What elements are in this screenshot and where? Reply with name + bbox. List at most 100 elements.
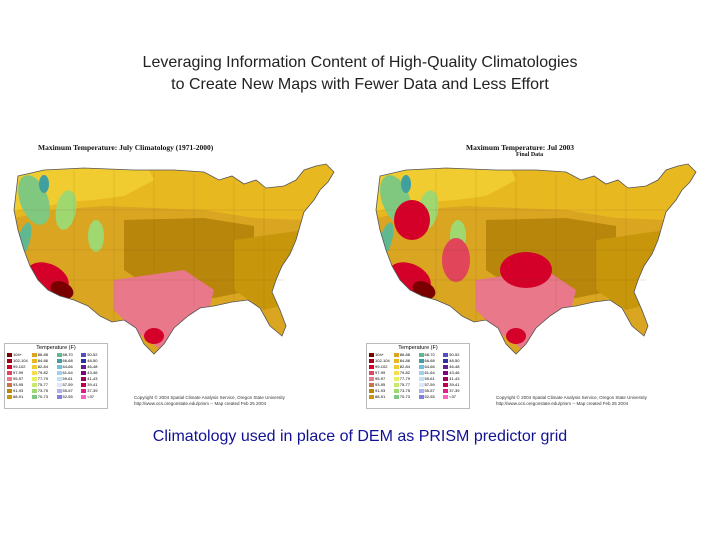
legend-label: 95-97: [375, 376, 386, 381]
legend-entry: 64-66: [56, 364, 81, 370]
legend-entry: 88-91: [7, 394, 31, 400]
legend-label: 52-55: [424, 394, 435, 399]
legend-swatch: [31, 359, 37, 363]
climatology-map-panel: Maximum Temperature: July Climatology (1…: [4, 140, 352, 412]
legend-label: 57-59: [62, 382, 73, 387]
legend-label: 48-50: [87, 358, 98, 363]
legend-swatch: [31, 377, 37, 381]
legend-entry: 39-41: [443, 382, 467, 388]
legend-label: 37-39: [449, 388, 460, 393]
legend-label: 68-70: [424, 352, 435, 357]
legend-swatch: [81, 359, 87, 363]
legend-swatch: [81, 365, 87, 369]
legend-swatch: [393, 353, 399, 357]
legend-entry: 79-82: [393, 370, 418, 376]
legend-swatch: [7, 353, 12, 357]
legend-title: Temperature (F): [398, 345, 438, 351]
legend-entry: 70-73: [31, 394, 56, 400]
legend-swatch: [443, 371, 449, 375]
cascade-zone: [401, 175, 411, 193]
legend-swatch: [369, 389, 374, 393]
legend-entry: 104+: [369, 352, 393, 358]
climatology-map-title: Maximum Temperature: July Climatology (1…: [38, 143, 214, 152]
legend-entry: 79-82: [31, 370, 56, 376]
legend-swatch: [369, 359, 374, 363]
legend-label: 70-73: [399, 394, 410, 399]
legend-entry: 59-61: [418, 376, 443, 382]
legend-entry: 73-75: [393, 388, 418, 394]
legend-entry: 43-46: [443, 370, 467, 376]
legend-swatch: [369, 377, 374, 381]
legend-entry: 39-41: [81, 382, 105, 388]
jul2003-map-legend: Temperature (F) 104+ 102-104 99-102 97-99 95…: [366, 343, 470, 409]
legend-swatch: [393, 377, 399, 381]
legend-label: 84-86: [37, 358, 48, 363]
legend-label: 93-95: [13, 382, 24, 387]
legend-label: 73-75: [37, 388, 48, 393]
legend-swatch: [393, 371, 399, 375]
legend-swatch: [443, 389, 449, 393]
legend-label: 37-39: [87, 388, 98, 393]
legend-swatch: [81, 395, 87, 399]
legend-label: 66-68: [62, 358, 73, 363]
legend-entry: 59-61: [56, 376, 81, 382]
legend-label: 91-93: [13, 388, 24, 393]
legend-swatch: [81, 371, 87, 375]
legend-label: 77-79: [399, 376, 410, 381]
legend-label: 88-91: [13, 394, 24, 399]
legend-entry: 97-99: [369, 370, 393, 376]
legend-swatch: [7, 377, 12, 381]
legend-label: 46-48: [449, 364, 460, 369]
legend-label: 104+: [375, 352, 385, 357]
legend-label: 75-77: [399, 382, 410, 387]
climatology-map-credits: Copyright © 2004 Spatial Climate Analysi…: [134, 395, 285, 407]
legend-entry: 68-70: [56, 352, 81, 358]
legend-entry: 93-95: [369, 382, 393, 388]
legend-entry: 99-102: [7, 364, 31, 370]
legend-entry: 75-77: [393, 382, 418, 388]
legend-swatch: [7, 383, 12, 387]
legend-label: 55-57: [424, 388, 435, 393]
credit-line-2: http://www.ocs.oregonstate.edu/prism -- …: [134, 401, 267, 406]
legend-swatch: [56, 365, 62, 369]
legend-swatch: [418, 359, 424, 363]
legend-entry: 55-57: [56, 388, 81, 394]
legend-entry: 48-50: [81, 358, 105, 364]
legend-label: 43-46: [87, 370, 98, 375]
legend-label: 64-66: [424, 364, 435, 369]
legend-swatch: [7, 371, 12, 375]
legend-swatch: [418, 389, 424, 393]
legend-swatch: [31, 395, 37, 399]
slide-caption: Climatology used in place of DEM as PRIS…: [152, 428, 568, 445]
legend-swatch: [56, 371, 62, 375]
legend-entry: 73-75: [31, 388, 56, 394]
legend-entry: 77-79: [393, 376, 418, 382]
legend-label: 86-88: [37, 352, 48, 357]
legend-swatch: [418, 383, 424, 387]
legend-label: 57-59: [424, 382, 435, 387]
legend-entry: <37: [443, 394, 467, 400]
us-outline: [13, 163, 335, 355]
legend-entry: 43-46: [81, 370, 105, 376]
legend-entry: 46-48: [443, 364, 467, 370]
legend-label: 99-102: [375, 364, 388, 369]
legend-entry: 41-43: [443, 376, 467, 382]
legend-entry: 52-55: [418, 394, 443, 400]
legend-entry: 75-77: [31, 382, 56, 388]
legend-entry: 93-95: [7, 382, 31, 388]
legend-entry: 102-104: [7, 358, 31, 364]
legend-swatch: [56, 377, 62, 381]
legend-swatch: [56, 389, 62, 393]
legend-entry: 82-84: [31, 364, 56, 370]
legend-label: 46-48: [87, 364, 98, 369]
cascade-zone: [39, 175, 49, 193]
legend-swatch: [418, 371, 424, 375]
legend-swatch: [443, 383, 449, 387]
legend-label: 95-97: [13, 376, 24, 381]
texas-zone: [114, 270, 214, 352]
legend-label: 68-70: [62, 352, 73, 357]
legend-entry: 52-55: [56, 394, 81, 400]
legend-entry: 57-59: [418, 382, 443, 388]
legend-label: 86-88: [399, 352, 410, 357]
legend-swatch: [443, 365, 449, 369]
